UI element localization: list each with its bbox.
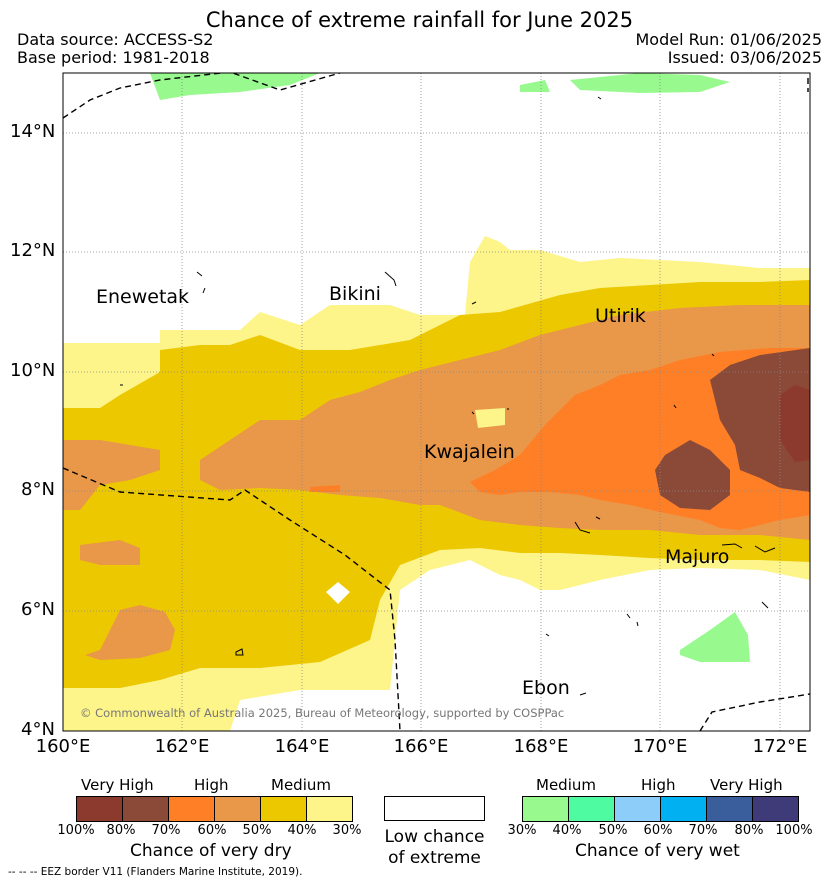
lat-label-14n: 14°N (10, 121, 56, 142)
wet-tick-80: 80% (734, 823, 764, 838)
low-chance-patch (326, 582, 350, 604)
wet-cat-high: High (641, 776, 676, 794)
neutral-swatch (384, 796, 485, 821)
place-enewetak: Enewetak (96, 286, 190, 308)
lat-label-12n: 12°N (10, 240, 56, 261)
dry-swatch-40-50 (261, 797, 307, 821)
lat-label-6n: 6°N (21, 599, 55, 620)
map-title: Chance of extreme rainfall for June 2025 (205, 8, 634, 32)
wet-swatch-30-40 (523, 797, 569, 821)
wet-swatch-70-80 (707, 797, 753, 821)
dry-70-80-region (655, 348, 810, 510)
place-majuro: Majuro (665, 546, 730, 568)
lon-label-164e: 164°E (274, 736, 330, 757)
dry-80-100-region (780, 385, 810, 462)
lat-label-8n: 8°N (21, 479, 55, 500)
wet-30-40-patch-nw (520, 80, 550, 92)
neutral-label-line1: Low chance (384, 827, 485, 847)
wet-color-bar (522, 796, 799, 822)
eez-border (63, 73, 810, 731)
dry-swatch-50-60 (215, 797, 261, 821)
dry-swatch-30-40 (307, 797, 352, 821)
place-bikini: Bikini (329, 283, 381, 305)
wet-tick-100: 100% (775, 823, 813, 838)
wet-swatch-80-100 (753, 797, 798, 821)
wet-swatch-40-50 (569, 797, 615, 821)
place-utirik: Utirik (595, 305, 646, 327)
wet-tick-40: 40% (552, 823, 582, 838)
lat-label-4n: 4°N (21, 719, 55, 740)
dry-color-bar (76, 796, 353, 822)
dry-tick-100: 100% (57, 823, 95, 838)
model-run-text: Model Run: 01/06/2025 (635, 30, 823, 49)
map-frame (62, 72, 811, 732)
dry-tick-60: 60% (197, 823, 227, 838)
dry-tick-50: 50% (242, 823, 272, 838)
dry-tick-40: 40% (287, 823, 317, 838)
dry-tick-70: 70% (151, 823, 181, 838)
wet-legend-label: Chance of very wet (575, 841, 740, 861)
wet-30-40-patch-south (680, 612, 750, 662)
eez-note: -- -- -- EEZ border V11 (Flanders Marine… (8, 866, 303, 878)
issued-text: Issued: 03/06/2025 (667, 48, 822, 67)
wet-tick-60: 60% (643, 823, 673, 838)
dry-swatch-60-70 (169, 797, 215, 821)
lon-label-168e: 168°E (513, 736, 569, 757)
atoll-outlines (120, 96, 776, 696)
lon-label-162e: 162°E (154, 736, 210, 757)
place-kwajalein: Kwajalein (424, 441, 515, 463)
base-period-text: Base period: 1981-2018 (17, 48, 210, 67)
lon-label-172e: 172°E (752, 736, 808, 757)
dry-tick-30: 30% (332, 823, 362, 838)
copyright-text: © Commonwealth of Australia 2025, Bureau… (80, 706, 565, 720)
dry-30-40-patch (475, 408, 505, 428)
wet-cat-medium: Medium (536, 776, 596, 794)
wet-tick-30: 30% (507, 823, 537, 838)
lat-label-10n: 10°N (10, 360, 56, 381)
wet-swatch-60-70 (661, 797, 707, 821)
dry-tick-80: 80% (106, 823, 136, 838)
neutral-label-line2: of extreme (388, 848, 481, 868)
wet-tick-70: 70% (688, 823, 718, 838)
dry-swatch-70-80 (123, 797, 169, 821)
place-ebon: Ebon (522, 677, 570, 699)
wet-30-40-patch-ne (570, 73, 730, 93)
wet-cat-very-high: Very High (710, 776, 783, 794)
wet-tick-50: 50% (598, 823, 628, 838)
wet-30-40-patch-north (150, 73, 320, 100)
data-source-text: Data source: ACCESS-S2 (17, 30, 214, 49)
dry-legend-label: Chance of very dry (130, 841, 292, 861)
lon-label-166e: 166°E (393, 736, 449, 757)
wet-swatch-50-60 (615, 797, 661, 821)
lon-label-170e: 170°E (632, 736, 688, 757)
dry-cat-high: High (194, 776, 229, 794)
dry-cat-very-high: Very High (81, 776, 154, 794)
dry-swatch-80-100 (77, 797, 123, 821)
dry-cat-medium: Medium (271, 776, 331, 794)
lon-label-160e: 160°E (35, 736, 91, 757)
